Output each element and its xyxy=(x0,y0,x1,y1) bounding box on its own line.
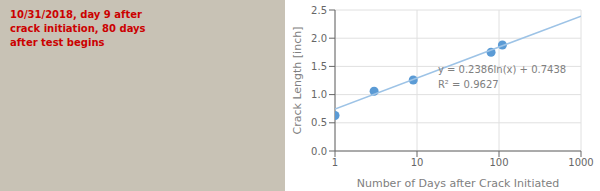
svg-text:100: 100 xyxy=(489,157,508,168)
svg-text:y = 0.2386ln(x) + 0.7438R² = 0: y = 0.2386ln(x) + 0.7438R² = 0.9627 xyxy=(438,64,566,90)
svg-text:0.0: 0.0 xyxy=(311,146,327,157)
svg-text:1.0: 1.0 xyxy=(311,89,327,100)
svg-text:Crack Length [inch]: Crack Length [inch] xyxy=(291,27,304,135)
html-text:10/31/2018, day 9 after crack: 10/31/2018, day 9 after crack initiation… xyxy=(10,9,146,48)
svg-text:1.5: 1.5 xyxy=(311,61,327,72)
svg-text:2.0: 2.0 xyxy=(311,33,327,44)
svg-text:1000: 1000 xyxy=(568,157,592,168)
svg-text:2.5: 2.5 xyxy=(311,5,327,16)
svg-text:Number of Days after Crack Ini: Number of Days after Crack Initiated xyxy=(357,177,560,190)
svg-text:10: 10 xyxy=(411,157,424,168)
svg-text:0.5: 0.5 xyxy=(311,117,327,128)
svg-text:1: 1 xyxy=(332,157,338,168)
